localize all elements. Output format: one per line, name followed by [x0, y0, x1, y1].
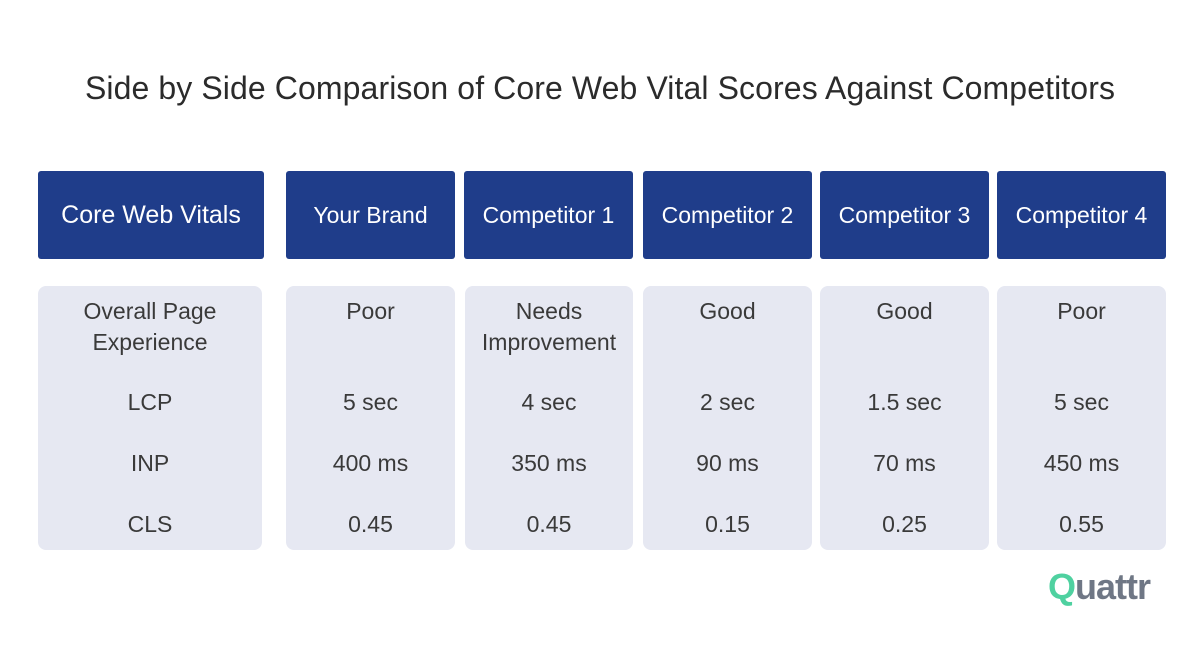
competitor-1-overall-page-experience: Needs Improvement: [481, 298, 617, 355]
header-competitor-1: Competitor 1: [464, 171, 633, 259]
competitor-4-lcp: 5 sec: [1054, 389, 1109, 415]
competitor-1-inp: 350 ms: [511, 450, 587, 476]
your-brand-column: Poor 5 sec 400 ms 0.45: [286, 286, 455, 550]
competitor-2-cls: 0.15: [705, 511, 750, 537]
competitor-2-overall-page-experience: Good: [699, 298, 756, 324]
competitor-3-cls: 0.25: [882, 511, 927, 537]
metric-label-cls: CLS: [127, 511, 173, 537]
competitor-2-inp: 90 ms: [696, 450, 759, 476]
header-competitor-3: Competitor 3: [820, 171, 989, 259]
competitor-1-column: Needs Improvement 4 sec 350 ms 0.45: [465, 286, 633, 550]
header-competitor-2: Competitor 2: [643, 171, 812, 259]
your-brand-lcp: 5 sec: [343, 389, 398, 415]
header-core-web-vitals: Core Web Vitals: [38, 171, 264, 259]
competitor-4-inp: 450 ms: [1043, 450, 1120, 476]
competitor-3-overall-page-experience: Good: [876, 298, 933, 324]
your-brand-cls: 0.45: [348, 511, 393, 537]
metric-label-lcp: LCP: [127, 389, 173, 415]
quattr-logo: Quattr: [1048, 566, 1151, 608]
header-your-brand: Your Brand: [286, 171, 455, 259]
competitor-1-lcp: 4 sec: [521, 389, 577, 415]
metric-label-inp: INP: [130, 450, 170, 476]
competitor-4-cls: 0.55: [1059, 511, 1104, 537]
quattr-logo-rest: uattr: [1075, 566, 1151, 607]
metric-label-overall-page-experience: Overall Page Experience: [83, 298, 217, 355]
your-brand-overall-page-experience: Poor: [346, 298, 395, 324]
competitor-4-overall-page-experience: Poor: [1057, 298, 1106, 324]
quattr-logo-q: Q: [1048, 566, 1076, 607]
metric-label-column: Overall Page Experience LCP INP CLS: [38, 286, 262, 550]
competitor-3-inp: 70 ms: [873, 450, 936, 476]
competitor-2-lcp: 2 sec: [700, 389, 755, 415]
competitor-4-column: Poor 5 sec 450 ms 0.55: [997, 286, 1166, 550]
page-title: Side by Side Comparison of Core Web Vita…: [84, 70, 1116, 106]
competitor-1-cls: 0.45: [526, 511, 572, 537]
competitor-3-lcp: 1.5 sec: [867, 389, 942, 415]
competitor-2-column: Good 2 sec 90 ms 0.15: [643, 286, 812, 550]
your-brand-inp: 400 ms: [332, 450, 409, 476]
header-competitor-4: Competitor 4: [997, 171, 1166, 259]
competitor-3-column: Good 1.5 sec 70 ms 0.25: [820, 286, 989, 550]
